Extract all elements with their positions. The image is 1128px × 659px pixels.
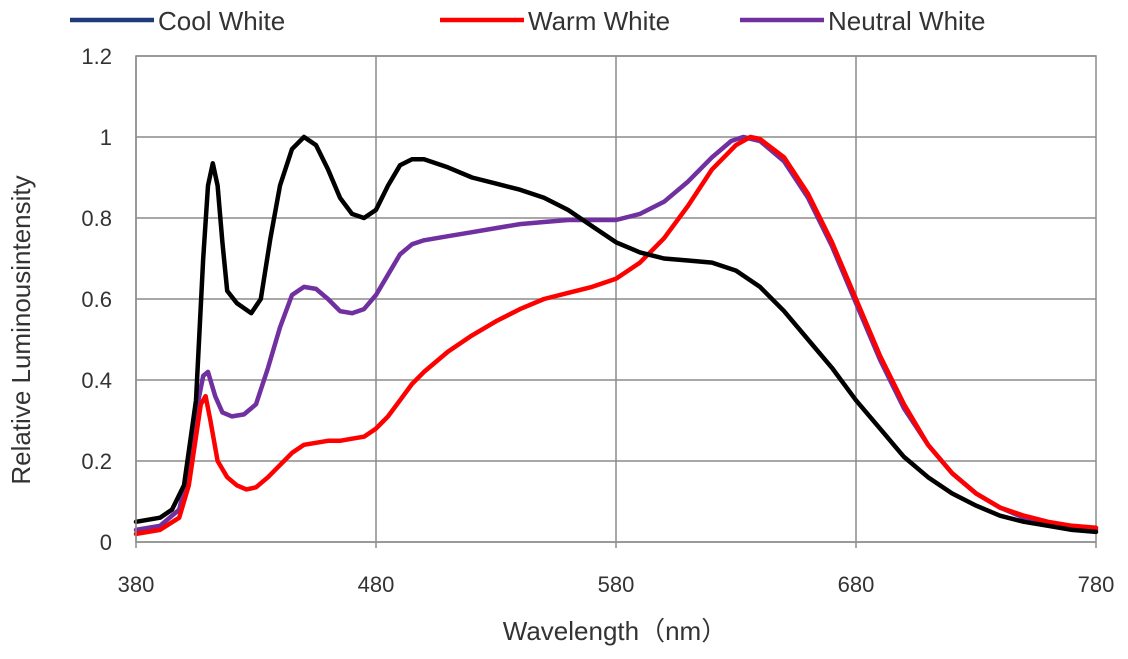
y-tick-label: 0.8	[81, 206, 112, 231]
legend-label-cool-white: Cool White	[158, 6, 285, 36]
axes: 0 0.2 0.4 0.6 0.8 1 1.2 380 480 580 680 780	[81, 44, 1114, 597]
x-axis-title: Wavelength（nm）	[503, 616, 727, 646]
series-line-warm-white	[133, 134, 1099, 537]
y-tick-label: 1	[100, 125, 112, 150]
x-tick-label: 680	[838, 572, 875, 597]
grid	[135, 55, 1097, 543]
series-lines	[133, 134, 1099, 537]
x-tick-label: 580	[598, 572, 635, 597]
y-tick-label: 0.2	[81, 449, 112, 474]
legend: Cool White Warm White Neutral White	[70, 6, 986, 36]
y-axis-title: Relative Luminousintensity	[6, 175, 36, 484]
y-tick-label: 0.4	[81, 368, 112, 393]
x-tick-label: 380	[118, 572, 155, 597]
y-tick-label: 0.6	[81, 287, 112, 312]
y-tick-label: 1.2	[81, 44, 112, 69]
series-line-cool-white	[133, 134, 1099, 535]
y-tick-label: 0	[100, 530, 112, 555]
x-tick-label: 480	[358, 572, 395, 597]
legend-label-warm-white: Warm White	[528, 6, 670, 36]
x-tick-label: 780	[1078, 572, 1115, 597]
legend-label-neutral-white: Neutral White	[828, 6, 986, 36]
